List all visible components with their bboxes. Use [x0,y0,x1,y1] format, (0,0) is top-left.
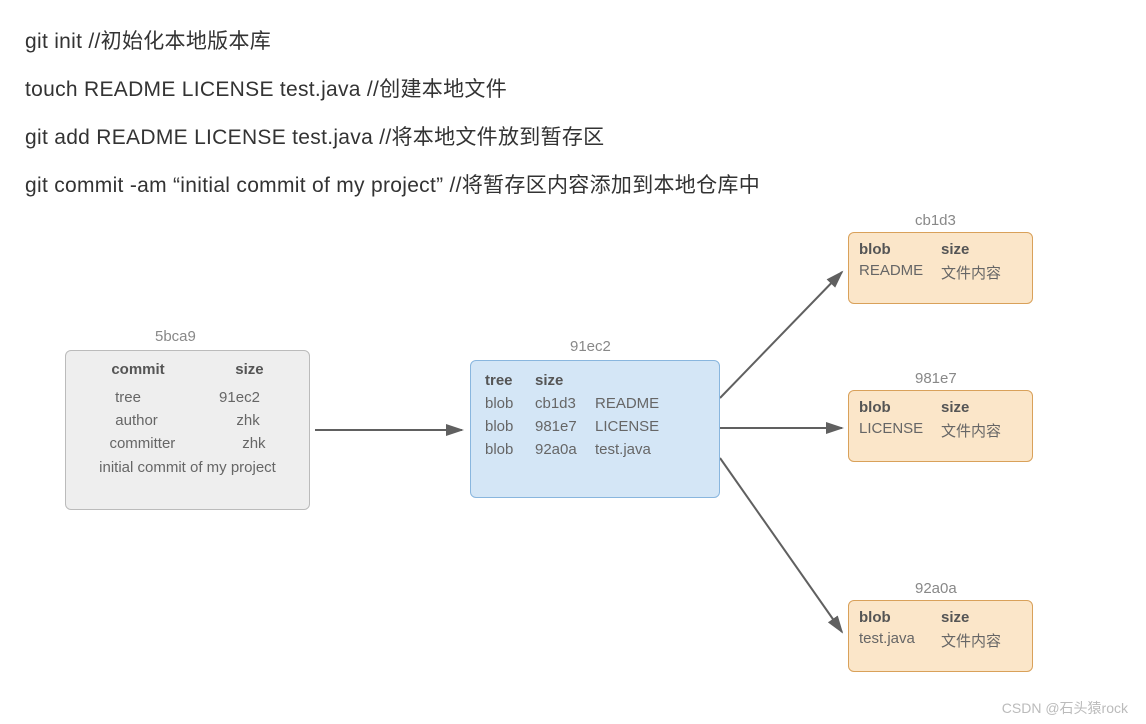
cmd-touch: touch README LICENSE test.java //创建本地文件 [25,73,1146,103]
commit-row-key: author [115,412,158,429]
command-list: git init //初始化本地版本库 touch README LICENSE… [0,0,1146,199]
commit-row-val: zhk [236,412,259,429]
tree-row-hash: 981e7 [535,418,595,435]
tree-row-name: LICENSE [595,418,705,435]
watermark: CSDN @石头猿rock [1002,698,1128,718]
tree-row-name: test.java [595,441,705,458]
blob-hash-label: cb1d3 [915,212,956,229]
commit-node: commit size tree 91ec2 author zhk committe… [65,350,310,510]
blob-node: blobsizetest.java文件内容 [848,600,1033,672]
blob-node: blobsizeLICENSE文件内容 [848,390,1033,462]
tree-row-hash: cb1d3 [535,395,595,412]
blob-header-left: blob [859,399,941,416]
git-object-diagram: 5bca9 commit size tree 91ec2 author zhk co… [0,200,1146,710]
blob-header-left: blob [859,241,941,258]
commit-hash-label: 5bca9 [155,328,196,345]
commit-header-right: size [235,361,263,378]
blob-content: 文件内容 [941,262,1022,283]
blob-header-right: size [941,609,1022,626]
blob-hash-label: 981e7 [915,370,957,387]
commit-row-key: tree [115,389,141,406]
commit-row-val: 91ec2 [219,389,260,406]
blob-filename: LICENSE [859,420,941,441]
tree-row-type: blob [485,441,535,458]
blob-filename: test.java [859,630,941,651]
commit-message: initial commit of my project [76,455,299,476]
commit-row-key: committer [109,435,175,452]
blob-content: 文件内容 [941,630,1022,651]
blob-content: 文件内容 [941,420,1022,441]
tree-row-name: README [595,395,705,412]
tree-row-type: blob [485,418,535,435]
commit-row-val: zhk [242,435,265,452]
blob-header-left: blob [859,609,941,626]
blob-hash-label: 92a0a [915,580,957,597]
blob-node: blobsizeREADME文件内容 [848,232,1033,304]
arrow [720,272,842,398]
tree-header-left: tree [485,372,535,389]
cmd-git-add: git add README LICENSE test.java //将本地文件… [25,121,1146,151]
blob-header-right: size [941,399,1022,416]
commit-header-left: commit [111,361,164,378]
tree-row-type: blob [485,395,535,412]
blob-header-right: size [941,241,1022,258]
cmd-git-commit: git commit -am “initial commit of my pro… [25,169,1146,199]
blob-filename: README [859,262,941,283]
tree-hash-label: 91ec2 [570,338,611,355]
cmd-git-init: git init //初始化本地版本库 [25,25,1146,55]
arrow [720,458,842,632]
tree-row-hash: 92a0a [535,441,595,458]
tree-header-right: size [535,372,595,389]
tree-node: tree size blob cb1d3 README blob 981e7 L… [470,360,720,498]
